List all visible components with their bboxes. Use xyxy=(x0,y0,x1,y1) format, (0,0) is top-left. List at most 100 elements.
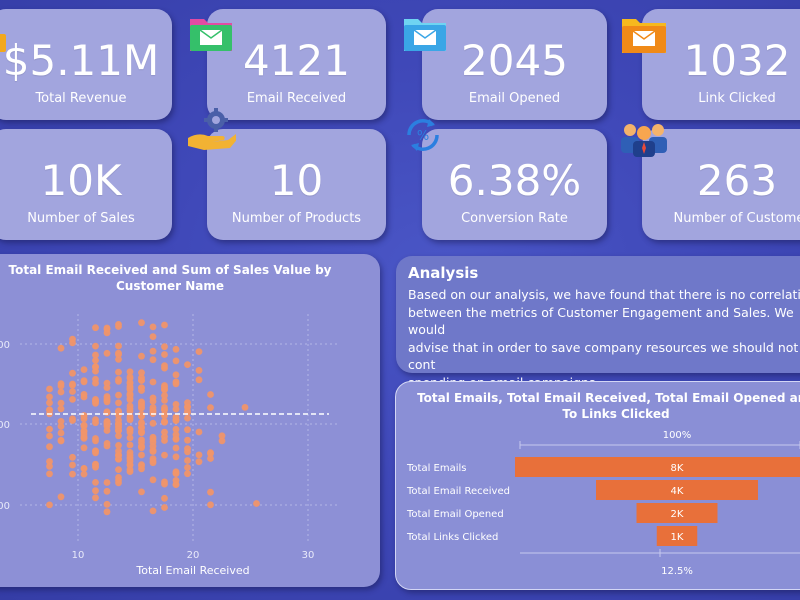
scatter-point[interactable] xyxy=(172,416,180,424)
scatter-point[interactable] xyxy=(138,384,145,392)
scatter-point[interactable] xyxy=(184,464,191,471)
scatter-point[interactable] xyxy=(138,428,145,436)
scatter-point[interactable] xyxy=(126,468,134,475)
scatter-point[interactable] xyxy=(184,403,191,411)
scatter-point[interactable] xyxy=(80,465,88,472)
scatter-point[interactable] xyxy=(172,378,180,386)
scatter-point[interactable] xyxy=(161,418,168,426)
scatter-point[interactable] xyxy=(69,380,76,388)
scatter-point[interactable] xyxy=(46,470,53,478)
scatter-point[interactable] xyxy=(172,444,180,452)
scatter-point[interactable] xyxy=(115,391,122,399)
scatter-point[interactable] xyxy=(253,500,260,507)
scatter-point[interactable] xyxy=(80,366,88,373)
scatter-point[interactable] xyxy=(46,501,53,509)
kpi-card-number-of-customers[interactable]: 263 Number of Customers xyxy=(642,129,800,240)
scatter-point[interactable] xyxy=(149,356,157,364)
scatter-point[interactable] xyxy=(149,438,157,446)
scatter-point[interactable] xyxy=(172,345,180,353)
scatter-point[interactable] xyxy=(207,450,214,457)
scatter-point[interactable] xyxy=(80,393,88,401)
scatter-point[interactable] xyxy=(138,319,145,327)
scatter-point[interactable] xyxy=(184,414,191,422)
scatter-point[interactable] xyxy=(207,404,214,411)
scatter-point[interactable] xyxy=(92,479,99,486)
scatter-point[interactable] xyxy=(161,351,168,358)
scatter-point[interactable] xyxy=(138,374,145,381)
kpi-card-number-of-sales[interactable]: 10K Number of Sales xyxy=(0,129,172,240)
scatter-point[interactable] xyxy=(126,449,134,456)
scatter-point[interactable] xyxy=(115,342,122,350)
scatter-point[interactable] xyxy=(184,457,191,464)
scatter-point[interactable] xyxy=(57,380,65,388)
scatter-point[interactable] xyxy=(126,416,134,424)
scatter-point[interactable] xyxy=(195,348,203,355)
scatter-point[interactable] xyxy=(57,429,65,437)
scatter-point[interactable] xyxy=(80,444,88,452)
scatter-point[interactable] xyxy=(195,451,203,459)
scatter-point[interactable] xyxy=(184,470,191,478)
scatter-point[interactable] xyxy=(69,417,76,424)
scatter-point[interactable] xyxy=(218,432,226,440)
scatter-point[interactable] xyxy=(115,356,122,363)
scatter-point[interactable] xyxy=(92,416,99,423)
scatter-point[interactable] xyxy=(115,442,122,449)
funnel-chart[interactable]: 100% 12.5% Total Emails 8K Total Email Rec… xyxy=(396,382,800,589)
scatter-point[interactable] xyxy=(126,407,134,415)
scatter-point[interactable] xyxy=(149,507,157,515)
scatter-point[interactable] xyxy=(207,455,214,462)
scatter-point[interactable] xyxy=(126,441,134,449)
scatter-point[interactable] xyxy=(172,401,180,408)
scatter-point[interactable] xyxy=(103,384,111,391)
scatter-point[interactable] xyxy=(103,396,111,404)
scatter-point[interactable] xyxy=(92,351,99,359)
scatter-point[interactable] xyxy=(184,426,191,434)
scatter-chart[interactable]: 500 00 500 10 20 30 Total Email Received xyxy=(0,254,380,587)
scatter-point[interactable] xyxy=(161,410,168,418)
scatter-point[interactable] xyxy=(103,349,111,357)
scatter-point[interactable] xyxy=(161,504,168,511)
scatter-point[interactable] xyxy=(161,451,168,459)
scatter-point[interactable] xyxy=(103,324,111,332)
scatter-point[interactable] xyxy=(46,393,53,401)
scatter-point[interactable] xyxy=(138,402,145,409)
scatter-point[interactable] xyxy=(57,436,65,444)
scatter-point[interactable] xyxy=(241,404,249,411)
scatter-point[interactable] xyxy=(103,440,111,447)
scatter-point[interactable] xyxy=(126,396,134,404)
scatter-point[interactable] xyxy=(69,396,76,403)
scatter-point[interactable] xyxy=(92,324,99,332)
scatter-point[interactable] xyxy=(69,369,76,377)
funnel-bar[interactable] xyxy=(515,457,800,477)
scatter-point[interactable] xyxy=(172,371,180,379)
scatter-point[interactable] xyxy=(57,422,65,430)
scatter-point[interactable] xyxy=(149,476,157,484)
scatter-point[interactable] xyxy=(195,367,203,374)
scatter-point[interactable] xyxy=(138,424,145,431)
scatter-point[interactable] xyxy=(138,369,145,377)
scatter-point[interactable] xyxy=(92,363,99,371)
scatter-point[interactable] xyxy=(172,481,180,488)
scatter-point[interactable] xyxy=(207,488,214,496)
scatter-point[interactable] xyxy=(46,443,53,451)
scatter-point[interactable] xyxy=(138,419,145,426)
scatter-point[interactable] xyxy=(172,453,180,461)
scatter-point[interactable] xyxy=(195,428,203,436)
scatter-point[interactable] xyxy=(126,454,134,461)
scatter-point[interactable] xyxy=(184,445,191,452)
funnel-chart-panel[interactable]: Total Emails, Total Email Received, Tota… xyxy=(395,381,800,590)
scatter-point[interactable] xyxy=(149,347,157,355)
scatter-point[interactable] xyxy=(184,409,191,416)
scatter-point[interactable] xyxy=(172,435,180,442)
scatter-point[interactable] xyxy=(126,428,134,436)
scatter-point[interactable] xyxy=(184,361,191,368)
scatter-point[interactable] xyxy=(138,488,145,496)
kpi-card-email-opened[interactable]: 2045 Email Opened xyxy=(422,9,607,120)
scatter-point[interactable] xyxy=(161,397,168,404)
scatter-point[interactable] xyxy=(161,321,168,329)
scatter-point[interactable] xyxy=(46,432,53,440)
scatter-point[interactable] xyxy=(92,397,99,405)
scatter-point[interactable] xyxy=(115,479,122,487)
kpi-card-conversion-rate[interactable]: 6.38% Conversion Rate xyxy=(422,129,607,240)
scatter-point[interactable] xyxy=(57,418,65,425)
